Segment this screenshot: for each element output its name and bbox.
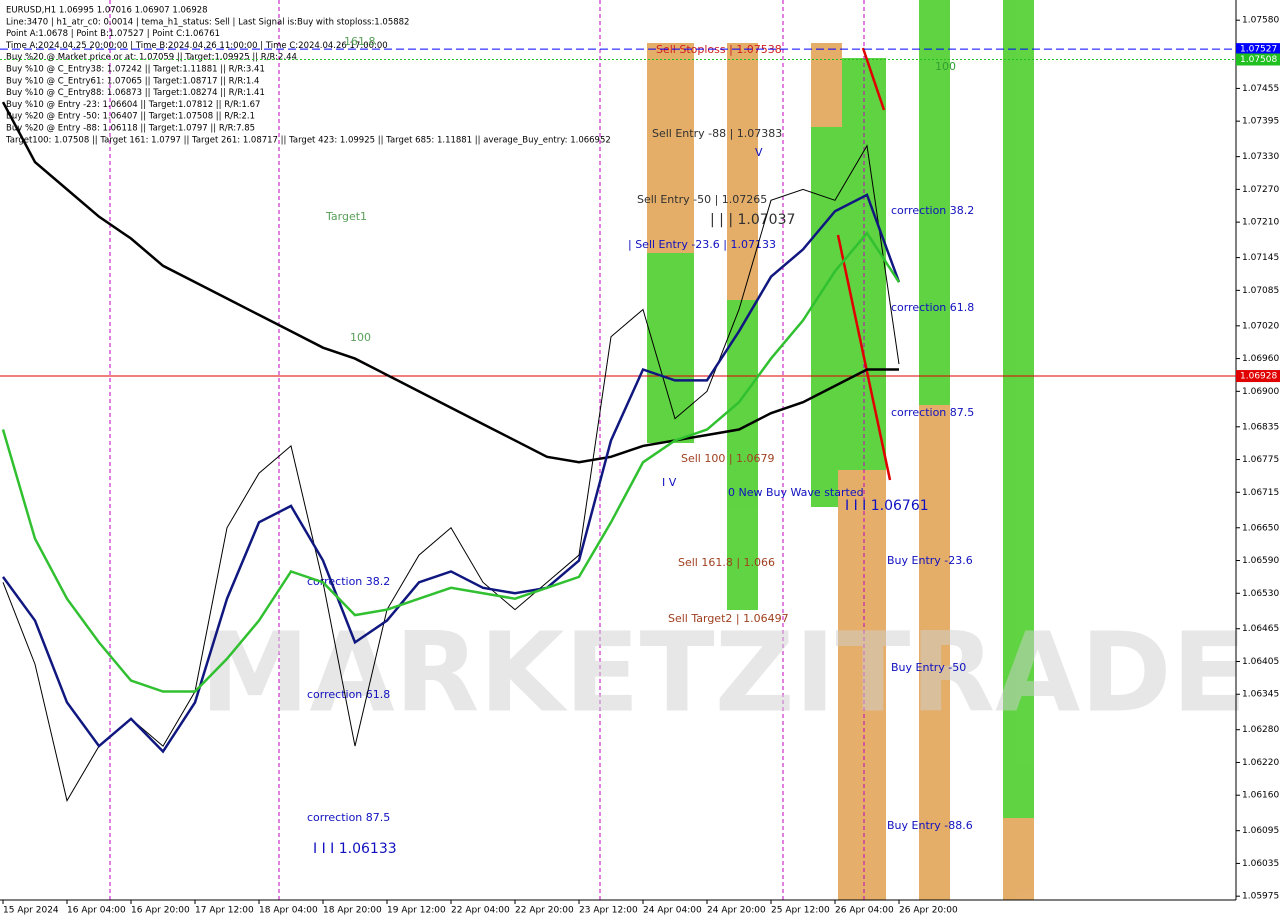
y-tick-label: 1.07330 [1242, 152, 1279, 162]
header-line: Point A:1.0678 | Point B:1.07527 | Point… [6, 29, 220, 39]
annotation: 0 New Buy Wave started [728, 486, 864, 499]
series-line [1, 230, 901, 693]
header-line: Buy %20 @ Entry -50: 1.06407 || Target:1… [6, 112, 255, 122]
y-tick-label: 1.07395 [1242, 117, 1279, 127]
annotation: I I I 1.06761 [845, 498, 929, 514]
y-tick-label: 1.06280 [1242, 725, 1279, 735]
annotation: correction 38.2 [307, 575, 390, 588]
header: EURUSD,H1 1.06995 1.07016 1.06907 1.0692… [5, 6, 611, 146]
annotation: Sell 100 | 1.0679 [681, 452, 775, 465]
x-tick-label: 18 Apr 20:00 [323, 906, 382, 916]
y-tick-label: 1.06160 [1242, 791, 1279, 801]
x-tick-label: 25 Apr 12:00 [771, 906, 830, 916]
header-line: Buy %20 @ Entry -88: 1.06118 || Target:1… [6, 124, 255, 134]
x-tick-label: 17 Apr 12:00 [195, 906, 254, 916]
annotation: 161.8 [344, 35, 376, 48]
y-tick-label: 1.06650 [1242, 523, 1279, 533]
header-line: Buy %10 @ C_Entry61: 1.07065 || Target:1… [6, 76, 259, 86]
series-line [1, 101, 899, 464]
y-tick-label: 1.06530 [1242, 589, 1279, 599]
header-line: Buy %20 @ Market price or at: 1.07059 ||… [6, 53, 297, 63]
annotation: Sell Entry -50 | 1.07265 [637, 193, 767, 206]
annotation: I I I 1.06133 [313, 841, 397, 857]
annotations: 161.8 Target1 100 Sell Stoploss | 1.07538 10… [307, 35, 974, 857]
annotation: Target1 [325, 210, 367, 223]
y-tick-label: 1.06960 [1242, 354, 1279, 364]
annotation: correction 61.8 [891, 301, 974, 314]
header-line: Buy %10 @ C_Entry38: 1.07242 || Target:1… [6, 65, 265, 75]
x-tick-label: 18 Apr 04:00 [259, 906, 318, 916]
y-tick-label: 1.06220 [1242, 758, 1279, 768]
annotation: correction 38.2 [891, 204, 974, 217]
price-level-box [1236, 53, 1280, 66]
annotation: Buy Entry -23.6 [887, 554, 973, 567]
y-tick-label: 1.06715 [1242, 488, 1279, 498]
x-tick-label: 16 Apr 20:00 [131, 906, 190, 916]
header-line: Target100: 1.07508 || Target 161: 1.0797… [5, 135, 611, 145]
annotation: V [755, 146, 763, 159]
y-tick-label: 1.06465 [1242, 624, 1279, 634]
annotation: | Sell Entry -23.6 | 1.07133 [628, 238, 776, 251]
price-level-label: 1.07508 [1240, 55, 1277, 65]
y-tick-label: 1.07270 [1242, 185, 1279, 195]
watermark: MARKETZITRADE [200, 608, 1247, 736]
annotation: correction 61.8 [307, 688, 390, 701]
x-tick-label: 22 Apr 20:00 [515, 906, 574, 916]
x-tick-label: 15 Apr 2024 [3, 906, 59, 916]
x-tick-label: 26 Apr 04:00 [835, 906, 894, 916]
annotation: correction 87.5 [307, 811, 390, 824]
y-tick-label: 1.07210 [1242, 218, 1279, 228]
x-tick-label: 23 Apr 12:00 [579, 906, 638, 916]
y-tick-label: 1.07085 [1242, 286, 1279, 296]
price-level-box [1236, 43, 1280, 56]
y-tick-label: 1.06835 [1242, 422, 1279, 432]
header-line: Time A:2024.04.25 20:00:00 | Time B:2024… [5, 41, 388, 51]
annotation: Sell 161.8 | 1.066 [678, 556, 775, 569]
y-tick-label: 1.07145 [1242, 253, 1279, 263]
annotation: Sell Entry -88 | 1.07383 [652, 127, 782, 140]
annotation: 100 [350, 331, 371, 344]
y-tick-label: 1.06345 [1242, 690, 1279, 700]
series-line [1, 193, 901, 754]
header-line: Buy %10 @ C_Entry88: 1.06873 || Target:1… [6, 88, 265, 98]
x-tick-label: 19 Apr 12:00 [387, 906, 446, 916]
annotation: 100 [935, 60, 956, 73]
price-level-box [1236, 370, 1280, 383]
annotation: I V [662, 476, 677, 489]
y-tick-label: 1.06035 [1242, 859, 1279, 869]
x-tick-label: 22 Apr 04:00 [451, 906, 510, 916]
annotation: correction 87.5 [891, 406, 974, 419]
annotation: Buy Entry -88.6 [887, 819, 973, 832]
header-line: Line:3470 | h1_atr_c0: 0.0014 | tema_h1_… [6, 17, 409, 27]
y-tick-label: 1.06775 [1242, 455, 1279, 465]
price-level-label: 1.07527 [1240, 45, 1277, 55]
x-tick-label: 26 Apr 20:00 [899, 906, 958, 916]
series-line [2, 144, 900, 802]
wave-lines [836, 47, 892, 481]
x-tick-label: 24 Apr 04:00 [643, 906, 702, 916]
y-tick-label: 1.07580 [1242, 16, 1279, 26]
y-tick-label: 1.07020 [1242, 321, 1279, 331]
y-tick-label: 1.06900 [1242, 387, 1279, 397]
y-tick-label: 1.06095 [1242, 826, 1279, 836]
x-tick-label: 16 Apr 04:00 [67, 906, 126, 916]
annotation: | | | 1.07037 [710, 212, 795, 228]
y-tick-label: 1.06405 [1242, 657, 1279, 667]
annotation: Sell Target2 | 1.06497 [668, 612, 789, 625]
header-line: Buy %10 @ Entry -23: 1.06604 || Target:1… [6, 100, 260, 110]
header-line: EURUSD,H1 1.06995 1.07016 1.06907 1.0692… [6, 6, 208, 16]
y-tick-label: 1.05975 [1242, 892, 1279, 902]
price-level-label: 1.06928 [1240, 372, 1277, 382]
annotation: Buy Entry -50 [891, 661, 966, 674]
y-tick-label: 1.07455 [1242, 84, 1279, 94]
annotation: Sell Stoploss | 1.07538 [656, 43, 782, 56]
y-tick-label: 1.06590 [1242, 556, 1279, 566]
x-tick-label: 24 Apr 20:00 [707, 906, 766, 916]
